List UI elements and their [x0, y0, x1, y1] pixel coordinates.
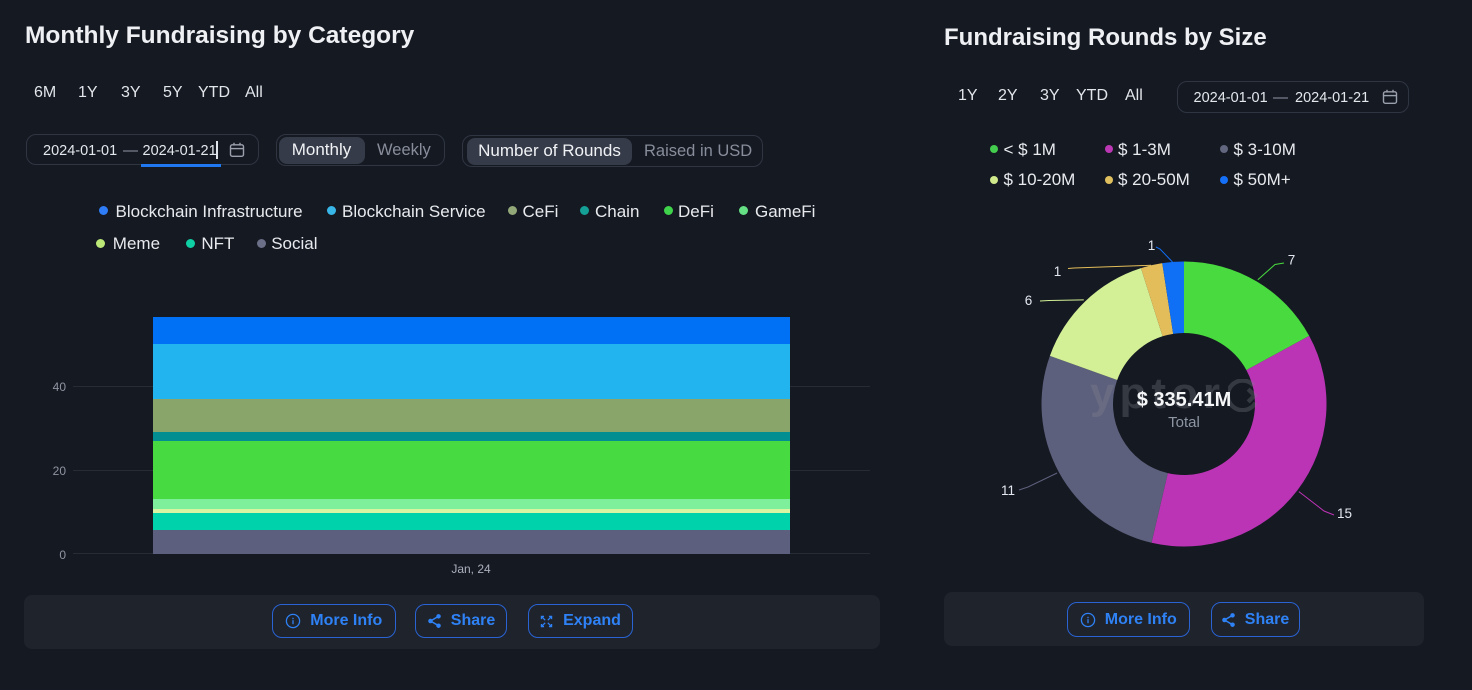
- svg-text:6: 6: [1025, 293, 1033, 308]
- svg-text:11: 11: [1001, 483, 1015, 498]
- svg-text:7: 7: [1288, 253, 1296, 268]
- svg-text:15: 15: [1337, 506, 1352, 521]
- svg-text:1: 1: [1054, 264, 1062, 279]
- svg-text:1: 1: [1148, 238, 1156, 253]
